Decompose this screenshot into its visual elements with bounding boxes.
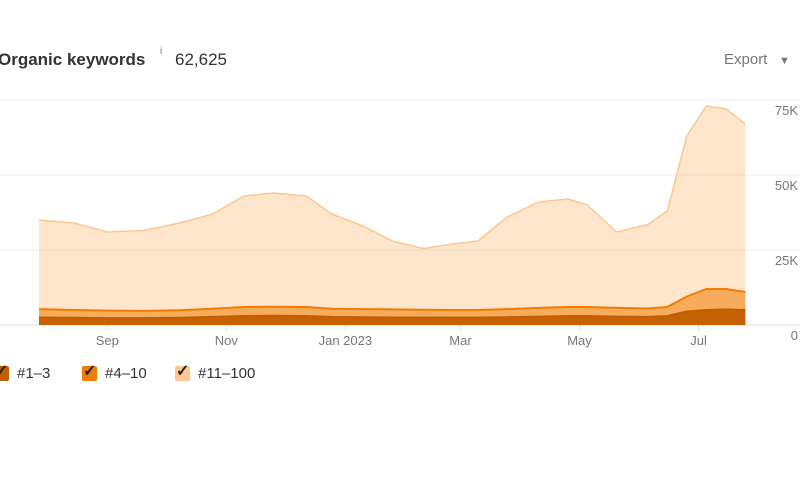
x-tick-label: May — [567, 333, 592, 348]
x-tick-label: Jul — [690, 333, 707, 348]
legend-label: #4–10 — [105, 364, 147, 382]
x-tick-label: Jan 2023 — [319, 333, 373, 348]
chart-header: Organic keywords i 62,625 Export ▼ — [0, 46, 800, 74]
caret-down-icon[interactable]: ▼ — [779, 55, 790, 67]
checkbox-icon[interactable]: ✓ — [0, 363, 9, 381]
info-icon[interactable]: i — [160, 46, 163, 57]
chart-title: Organic keywords — [0, 50, 146, 69]
checkbox-icon[interactable]: ✓ — [175, 362, 190, 381]
series-line-top3 — [38, 308, 746, 320]
area-top11-100 — [39, 106, 746, 325]
y-tick-label: 75K — [775, 103, 798, 118]
y-tick-label: 50K — [775, 178, 798, 193]
y-tick-label: 0 — [791, 328, 798, 343]
legend-item-11-100[interactable]: ✓ #11–100 — [175, 362, 255, 384]
legend-label: #1–3 — [17, 364, 51, 382]
checkbox-icon[interactable]: ✓ — [82, 362, 97, 381]
export-button[interactable]: Export — [724, 51, 768, 68]
chart-legend: ✓ #1–3 ✓ #4–10 ✓ #11–100 — [0, 362, 800, 386]
series-line-top4-10 — [38, 288, 746, 312]
legend-item-4-10[interactable]: ✓ #4–10 — [82, 362, 147, 384]
area-series — [38, 105, 746, 325]
legend-label: #11–100 — [198, 364, 256, 382]
x-tick-label: Sep — [96, 333, 119, 348]
legend-item-top3[interactable]: ✓ #1–3 — [0, 362, 50, 384]
x-tick-label: Mar — [449, 333, 472, 348]
area-top3 — [39, 309, 746, 325]
y-tick-labels: 0 25K 50K 75K — [775, 103, 798, 343]
y-tick-label: 25K — [775, 253, 798, 268]
keyword-count: 62,625 — [175, 50, 227, 69]
series-line-top11-100 — [38, 105, 746, 250]
x-tick-labels: Sep Nov Jan 2023 Mar May Jul — [96, 333, 707, 348]
x-tick-label: Nov — [215, 333, 239, 348]
